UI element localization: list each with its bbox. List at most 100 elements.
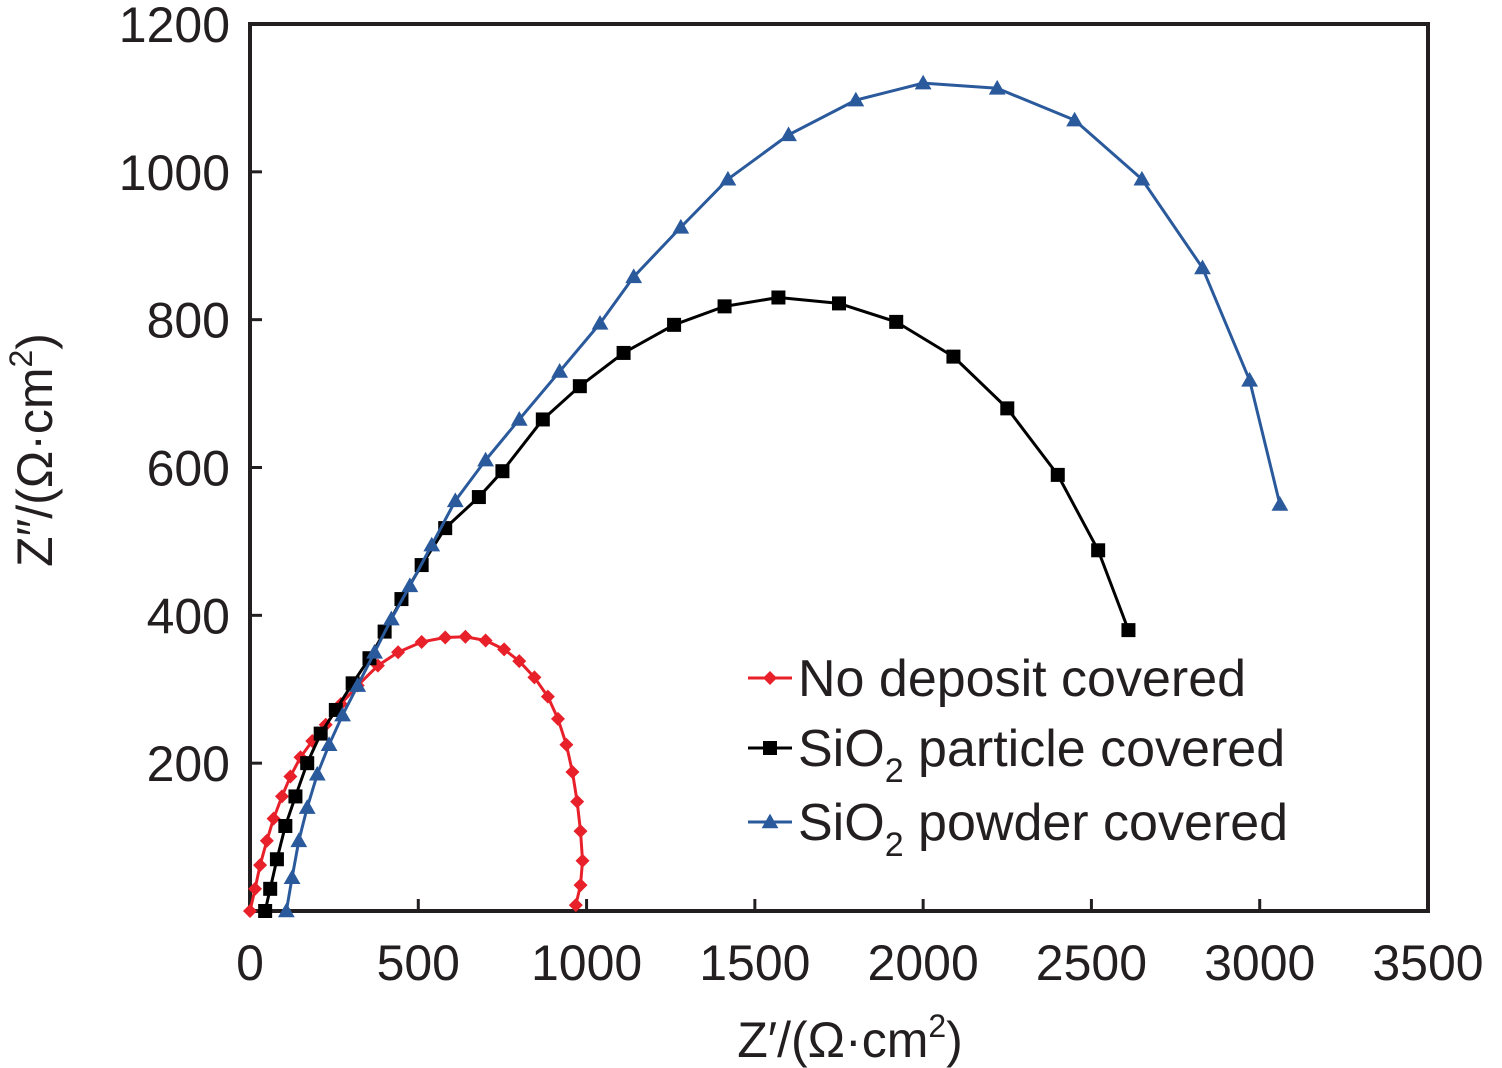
data-point [570,794,585,809]
y-axis-ticks: 200 400 600 800 1000 1200 [119,0,262,792]
y-axis-label-sup: 2 [3,350,39,368]
data-point [573,824,588,839]
data-point [1050,467,1065,482]
data-point [1194,259,1211,275]
legend-item: SiO2 powder covered [748,794,1288,864]
data-point [259,833,274,848]
data-point [401,577,419,593]
data-point [288,789,303,804]
data-point [889,314,904,329]
data-point [1241,371,1259,387]
data-point [1271,496,1289,511]
legend: No deposit covered SiO2 particle coveredS… [748,650,1288,864]
data-point [847,91,865,107]
data-point [591,314,609,330]
data-point [283,869,301,885]
data-point [771,290,786,305]
y-axis-label-end: ) [7,333,63,350]
data-point [914,74,932,90]
x-axis-label-main: Z′/(Ω·cm [737,1012,928,1068]
data-point [667,317,682,332]
legend-label: SiO2 powder covered [798,794,1288,864]
data-point [495,464,510,479]
data-point [298,799,316,814]
x-axis-ticks: 0 500 1000 1500 2000 2500 3000 3500 [236,899,1484,991]
data-point [559,737,574,752]
data-point [423,536,441,552]
data-point [471,490,486,505]
x-tick-label: 2000 [868,935,979,991]
x-axis-label-end: ) [946,1012,963,1068]
data-point [391,645,406,660]
series-2 [277,74,1289,918]
data-point [717,299,732,314]
data-point [832,296,846,311]
data-point [573,878,588,893]
data-point [320,736,338,751]
data-point [438,630,453,645]
data-point [1133,170,1151,186]
data-point [446,492,464,508]
x-tick-label: 0 [236,935,264,991]
data-point [510,411,528,426]
y-tick-label: 400 [147,588,230,644]
legend-marker [763,741,777,755]
data-point [263,881,278,896]
data-point [478,633,493,648]
y-tick-label: 200 [147,736,230,792]
data-point [266,811,281,826]
y-tick-label: 800 [147,293,230,349]
data-point [477,451,494,467]
x-axis-label: Z′/(Ω·cm2) [737,1008,963,1068]
data-point [625,268,643,284]
data-point [1066,111,1083,127]
data-point [550,711,565,726]
data-point [382,610,400,626]
data-point [575,853,590,868]
data-point [988,79,1006,95]
data-point [568,898,583,913]
data-point [946,349,961,364]
y-axis-label-main: Z″/(Ω·cm [7,367,63,566]
data-point [540,689,555,704]
data-point [283,769,298,784]
x-tick-label: 1000 [531,935,642,991]
data-point [672,218,690,234]
x-tick-label: 1500 [699,935,810,991]
x-tick-label: 3500 [1372,935,1483,991]
data-point [1121,623,1136,638]
data-point [616,345,631,360]
data-point [290,832,308,848]
data-point [300,756,315,771]
data-point [313,726,328,741]
data-point [1000,401,1015,416]
data-point [458,629,473,644]
data-point [366,643,383,659]
legend-marker [763,671,777,685]
y-tick-label: 600 [147,441,230,497]
data-point [278,818,293,833]
data-point [308,765,326,781]
x-tick-label: 500 [377,935,460,991]
legend-item: No deposit covered [748,650,1246,708]
legend-marker [761,813,779,829]
data-point [535,412,550,427]
data-point [551,363,569,378]
data-point [269,852,284,867]
y-axis-label: Z″/(Ω·cm2) [3,333,63,567]
series-layer [243,74,1289,918]
data-point [243,904,257,918]
data-point [334,706,351,722]
data-point [277,902,295,918]
data-point [1091,543,1106,558]
data-point [253,858,268,873]
data-point [258,904,273,918]
data-point [248,881,263,896]
legend-label: No deposit covered [798,650,1246,708]
data-point [414,634,429,649]
x-axis-label-sup: 2 [928,1008,946,1044]
data-point [349,677,367,692]
legend-item: SiO2 particle covered [748,720,1285,790]
x-tick-label: 3000 [1204,935,1315,991]
